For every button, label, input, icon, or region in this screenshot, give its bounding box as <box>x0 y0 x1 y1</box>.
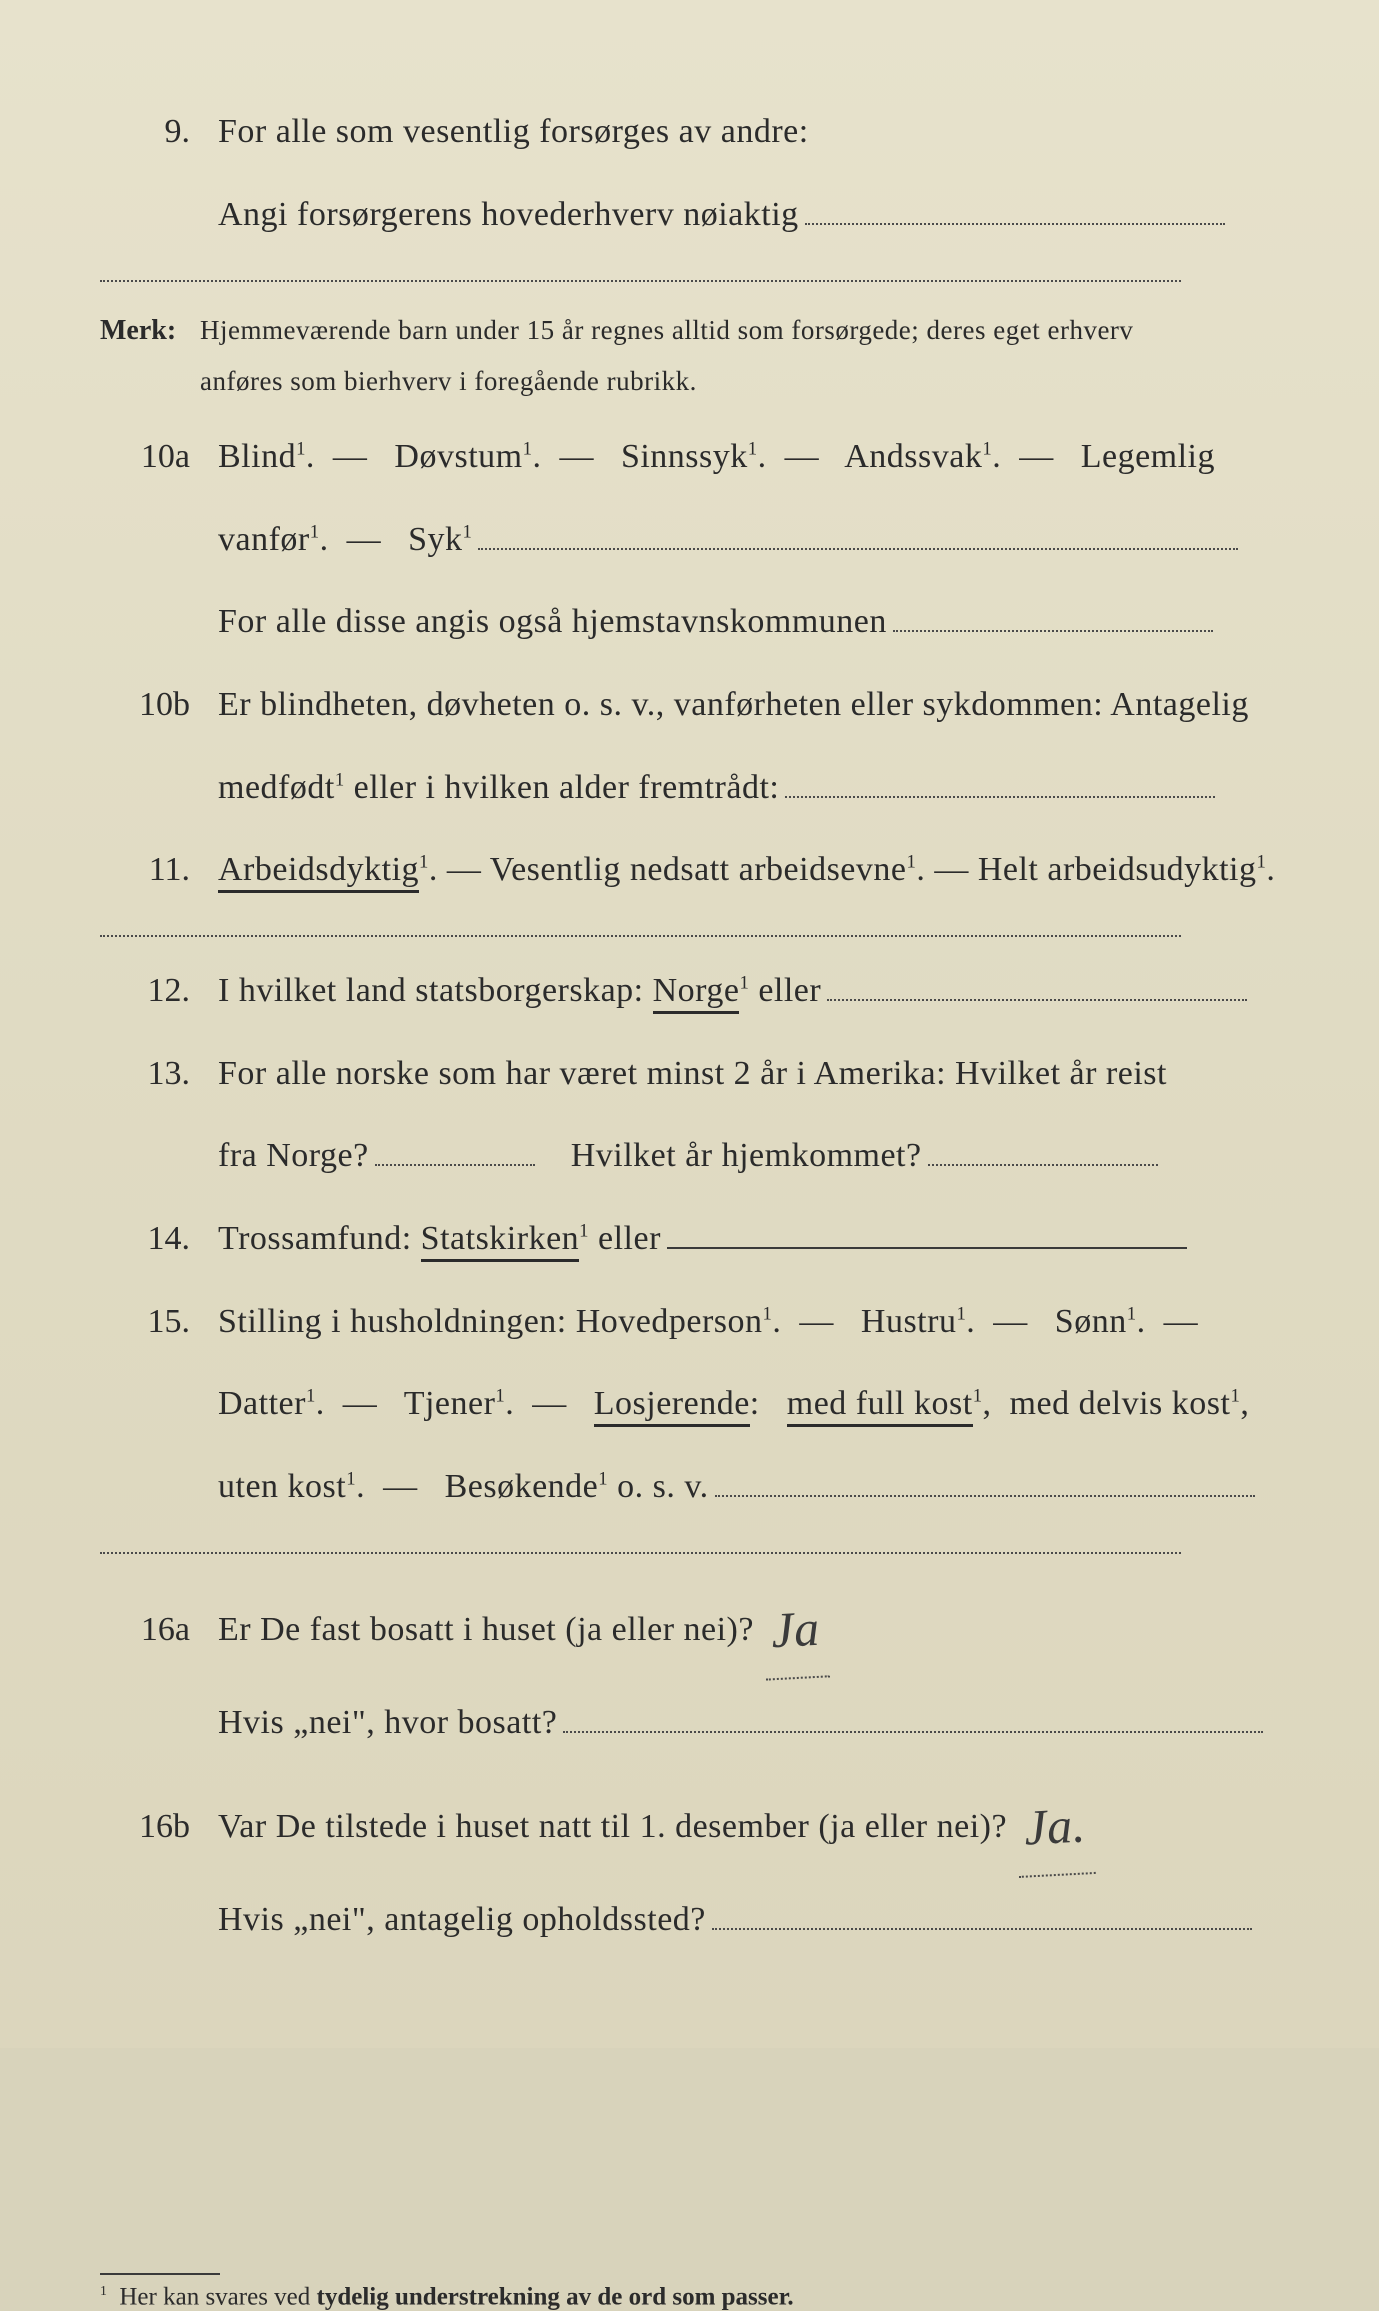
q10a-opt-dovstum[interactable]: Døvstum <box>394 438 522 475</box>
question-10b: 10b Er blindheten, døvheten o. s. v., va… <box>100 673 1299 738</box>
q10b-number: 10b <box>100 673 218 738</box>
fill-line[interactable] <box>827 969 1247 1002</box>
q14-number: 14. <box>100 1207 218 1272</box>
merk-text1: Hjemmeværende barn under 15 år regnes al… <box>200 315 1133 345</box>
q14-text2: eller <box>589 1220 661 1257</box>
merk-text2: anføres som bierhverv i foregående rubri… <box>200 366 697 396</box>
question-16a: 16a Er De fast bosatt i huset (ja eller … <box>100 1576 1299 1673</box>
q10b-opt-medfodt[interactable]: medfødt <box>218 769 335 806</box>
q15-text1: Stilling i husholdningen: <box>218 1303 576 1340</box>
question-16b: 16b Var De tilstede i huset natt til 1. … <box>100 1773 1299 1870</box>
footnote-text1: Her kan svares ved <box>119 2283 316 2310</box>
q11-number: 11. <box>100 838 218 903</box>
q13-line2a: fra Norge? <box>218 1137 369 1174</box>
q10a-opt-vanfor[interactable]: vanfør <box>218 521 310 558</box>
q10a-opt-andssvak[interactable]: Andssvak <box>844 438 982 475</box>
q10b-line2b: eller i hvilken alder fremtrådt: <box>345 769 780 806</box>
footnote-bold: tydelig understrekning av de ord som pas… <box>317 2283 794 2310</box>
q12-opt-norge[interactable]: Norge <box>653 972 740 1014</box>
q15-opt-besokende[interactable]: Besøkende <box>445 1468 599 1505</box>
q15-opt-delvis-kost[interactable]: med delvis kost <box>1010 1385 1231 1422</box>
q16b-number: 16b <box>100 1795 218 1860</box>
q10a-opt-legemlig[interactable]: Legemlig <box>1081 438 1215 475</box>
fill-line[interactable] <box>375 1134 535 1167</box>
question-10a-line2: vanfør1. — Syk1 <box>100 508 1299 573</box>
fill-line[interactable] <box>785 765 1215 798</box>
fill-line[interactable] <box>100 265 1181 281</box>
q15-opt-losjerende[interactable]: Losjerende <box>594 1385 750 1427</box>
question-10a: 10a Blind1. — Døvstum1. — Sinnssyk1. — A… <box>100 425 1299 490</box>
q9-number: 9. <box>100 100 218 165</box>
question-10a-line3: For alle disse angis også hjemstavnskomm… <box>100 590 1299 655</box>
q16a-number: 16a <box>100 1598 218 1663</box>
q15-number: 15. <box>100 1290 218 1355</box>
q15-opt-hovedperson[interactable]: Hovedperson <box>576 1303 763 1340</box>
q16a-answer: Ja <box>761 1580 830 1680</box>
question-13-line2: fra Norge? Hvilket år hjemkommet? <box>100 1124 1299 1189</box>
question-16b-line2: Hvis „nei", antagelig opholdssted? <box>100 1888 1299 1953</box>
census-form-page: 9. For alle som vesentlig forsørges av a… <box>0 0 1379 2048</box>
q14-opt-statskirken[interactable]: Statskirken <box>421 1220 579 1262</box>
q10a-line3: For alle disse angis også hjemstavnskomm… <box>218 603 887 640</box>
q15-opt-sonn[interactable]: Sønn <box>1055 1303 1127 1340</box>
q10a-opt-sinnssyk[interactable]: Sinnssyk <box>621 438 748 475</box>
q11-opt-arbeidsdyktig[interactable]: Arbeidsdyktig <box>218 851 419 893</box>
q11-opt-udyktig[interactable]: Helt arbeidsudyktig <box>978 851 1257 888</box>
fill-line[interactable] <box>928 1134 1158 1167</box>
question-12: 12. I hvilket land statsborgerskap: Norg… <box>100 959 1299 1024</box>
question-11: 11. Arbeidsdyktig1. — Vesentlig nedsatt … <box>100 838 1299 903</box>
q16a-line2: Hvis „nei", hvor bosatt? <box>218 1704 557 1741</box>
q10a-opt-syk[interactable]: Syk <box>408 521 462 558</box>
q13-line1: For alle norske som har været minst 2 år… <box>218 1042 1299 1107</box>
note-merk: Merk: Hjemmeværende barn under 15 år reg… <box>100 304 1299 408</box>
merk-label: Merk: <box>100 304 200 357</box>
question-9-line2: Angi forsørgerens hovederhverv nøiaktig <box>100 183 1299 248</box>
q12-text2: eller <box>749 972 821 1009</box>
fill-line[interactable] <box>667 1216 1187 1249</box>
fill-line[interactable] <box>712 1898 1252 1931</box>
footnote: 1 Her kan svares ved tydelig understrekn… <box>100 2283 1299 2311</box>
q9-line1: For alle som vesentlig forsørges av andr… <box>218 100 1299 165</box>
q15-tail: o. s. v. <box>608 1468 709 1505</box>
q15-opt-uten-kost[interactable]: uten kost <box>218 1468 346 1505</box>
q12-text1: I hvilket land statsborgerskap: <box>218 972 653 1009</box>
question-15-line2: Datter1. — Tjener1. — Losjerende: med fu… <box>100 1372 1299 1437</box>
fill-line[interactable] <box>100 1537 1181 1553</box>
footnote-rule <box>100 2273 220 2275</box>
q15-opt-datter[interactable]: Datter <box>218 1385 306 1422</box>
question-15-line3: uten kost1. — Besøkende1 o. s. v. <box>100 1455 1299 1520</box>
q16b-line1: Var De tilstede i huset natt til 1. dese… <box>218 1808 1016 1845</box>
question-10b-line2: medfødt1 eller i hvilken alder fremtrådt… <box>100 756 1299 821</box>
question-13: 13. For alle norske som har været minst … <box>100 1042 1299 1107</box>
q15-opt-full-kost[interactable]: med full kost <box>787 1385 973 1427</box>
q9-line2-text: Angi forsørgerens hovederhverv nøiaktig <box>218 196 799 233</box>
q12-number: 12. <box>100 959 218 1024</box>
q16a-line1: Er De fast bosatt i huset (ja eller nei)… <box>218 1611 763 1648</box>
fill-line[interactable] <box>563 1700 1263 1733</box>
question-16a-line2: Hvis „nei", hvor bosatt? <box>100 1691 1299 1756</box>
fill-line[interactable] <box>805 192 1225 225</box>
q15-opt-hustru[interactable]: Hustru <box>861 1303 957 1340</box>
q16b-answer: Ja. <box>1014 1777 1096 1878</box>
footnote-sup: 1 <box>100 2283 107 2298</box>
question-15: 15. Stilling i husholdningen: Hovedperso… <box>100 1290 1299 1355</box>
question-14: 14. Trossamfund: Statskirken1 eller <box>100 1207 1299 1272</box>
q10b-line1: Er blindheten, døvheten o. s. v., vanfør… <box>218 673 1299 738</box>
q10a-number: 10a <box>100 425 218 490</box>
q13-line2b: Hvilket år hjemkommet? <box>571 1137 922 1174</box>
question-9: 9. For alle som vesentlig forsørges av a… <box>100 100 1299 165</box>
fill-line[interactable] <box>478 517 1238 550</box>
q14-text1: Trossamfund: <box>218 1220 421 1257</box>
q15-opt-tjener[interactable]: Tjener <box>404 1385 496 1422</box>
q13-number: 13. <box>100 1042 218 1107</box>
q10a-opt-blind[interactable]: Blind <box>218 438 296 475</box>
fill-line[interactable] <box>893 600 1213 633</box>
q16b-line2: Hvis „nei", antagelig opholdssted? <box>218 1901 706 1938</box>
fill-line[interactable] <box>100 921 1181 937</box>
fill-line[interactable] <box>715 1464 1255 1497</box>
q11-opt-nedsatt[interactable]: Vesentlig nedsatt arbeidsevne <box>490 851 907 888</box>
